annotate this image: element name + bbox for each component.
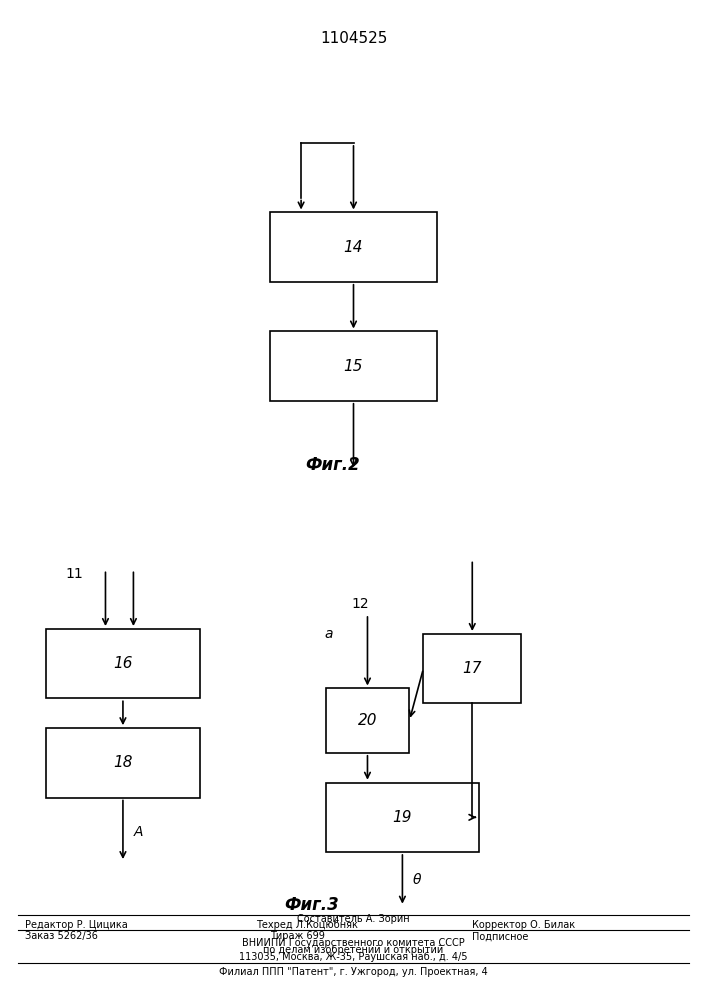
Text: Фиг.2: Фиг.2 bbox=[305, 456, 360, 474]
Text: 12: 12 bbox=[351, 597, 369, 611]
Text: A: A bbox=[134, 825, 143, 839]
Text: 19: 19 bbox=[392, 810, 412, 825]
Text: Подписное: Подписное bbox=[472, 931, 529, 941]
Text: 16: 16 bbox=[113, 656, 133, 671]
Bar bbox=[325, 783, 479, 852]
Text: по делам изобретений и открытий: по делам изобретений и открытий bbox=[264, 945, 443, 955]
Text: Тираж 699: Тираж 699 bbox=[269, 931, 325, 941]
Text: 17: 17 bbox=[462, 661, 482, 676]
Text: Заказ 5262/36: Заказ 5262/36 bbox=[25, 931, 98, 941]
Bar bbox=[46, 629, 200, 698]
Bar bbox=[325, 688, 409, 753]
Text: 14: 14 bbox=[344, 240, 363, 255]
Bar bbox=[269, 212, 438, 282]
Text: 11: 11 bbox=[65, 567, 83, 581]
Text: Корректор О. Билак: Корректор О. Билак bbox=[472, 920, 575, 930]
Bar bbox=[423, 634, 521, 703]
Text: Техред Л.Коцюбняк: Техред Л.Коцюбняк bbox=[256, 920, 358, 930]
Text: θ: θ bbox=[413, 873, 421, 887]
Text: 113035, Москва, Ж-35, Раушская наб., д. 4/5: 113035, Москва, Ж-35, Раушская наб., д. … bbox=[239, 952, 468, 962]
Text: ВНИИПИ Государственного комитета СССР: ВНИИПИ Государственного комитета СССР bbox=[242, 938, 465, 948]
Text: 20: 20 bbox=[358, 713, 378, 728]
Bar bbox=[269, 331, 438, 401]
Text: Фиг.3: Фиг.3 bbox=[284, 896, 339, 914]
Text: 1104525: 1104525 bbox=[320, 31, 387, 46]
Text: Филиал ППП "Патент", г. Ужгород, ул. Проектная, 4: Филиал ППП "Патент", г. Ужгород, ул. Про… bbox=[219, 967, 488, 977]
Text: Составитель А. Зорин: Составитель А. Зорин bbox=[297, 914, 410, 924]
Text: 18: 18 bbox=[113, 755, 133, 770]
Text: Редактор Р. Цицика: Редактор Р. Цицика bbox=[25, 920, 128, 930]
Text: a: a bbox=[325, 627, 333, 641]
Text: 15: 15 bbox=[344, 359, 363, 374]
Bar bbox=[46, 728, 200, 798]
